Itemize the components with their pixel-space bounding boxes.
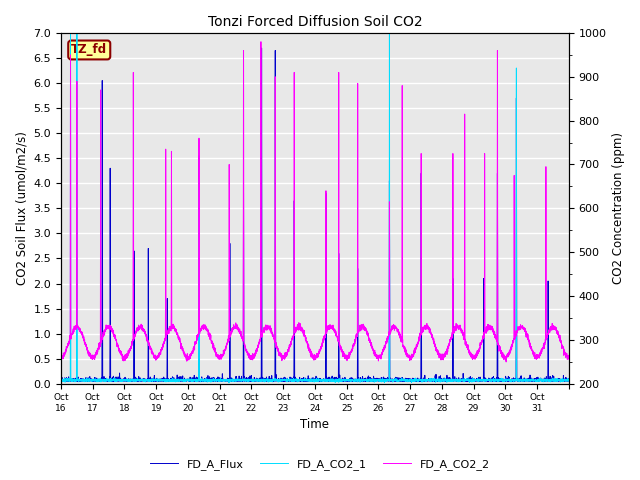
FD_A_CO2_2 — [454, 325, 461, 331]
FD_A_CO2_1 — [454, 379, 462, 384]
FD_A_Flux — [333, 376, 341, 382]
Line: FD_A_CO2_2: FD_A_CO2_2 — [61, 42, 569, 362]
FD_A_CO2_1 — [57, 377, 65, 383]
FD_A_Flux — [479, 376, 486, 382]
FD_A_CO2_2 — [361, 326, 369, 332]
FD_A_CO2_2 — [502, 359, 510, 365]
FD_A_Flux — [377, 378, 385, 384]
FD_A_Flux — [565, 378, 573, 384]
FD_A_CO2_1 — [67, 30, 74, 36]
FD_A_CO2_1 — [361, 377, 369, 383]
FD_A_CO2_2 — [57, 355, 65, 360]
FD_A_Flux — [57, 378, 65, 384]
FD_A_CO2_1 — [479, 378, 486, 384]
FD_A_Flux — [163, 378, 170, 384]
FD_A_CO2_2 — [163, 336, 170, 342]
FD_A_CO2_1 — [333, 377, 341, 383]
Title: Tonzi Forced Diffusion Soil CO2: Tonzi Forced Diffusion Soil CO2 — [207, 15, 422, 29]
Text: TZ_fd: TZ_fd — [71, 44, 108, 57]
Y-axis label: CO2 Soil Flux (umol/m2/s): CO2 Soil Flux (umol/m2/s) — [15, 132, 28, 285]
FD_A_CO2_2 — [479, 336, 486, 342]
FD_A_CO2_1 — [565, 378, 573, 384]
FD_A_CO2_1 — [225, 380, 233, 385]
Line: FD_A_CO2_1: FD_A_CO2_1 — [61, 33, 569, 383]
FD_A_CO2_1 — [163, 378, 170, 384]
FD_A_CO2_2 — [565, 356, 573, 362]
FD_A_Flux — [258, 45, 266, 51]
FD_A_CO2_2 — [492, 334, 500, 339]
FD_A_Flux — [361, 378, 369, 384]
X-axis label: Time: Time — [300, 419, 330, 432]
FD_A_CO2_2 — [257, 39, 265, 45]
FD_A_Flux — [492, 377, 500, 383]
Legend: FD_A_Flux, FD_A_CO2_1, FD_A_CO2_2: FD_A_Flux, FD_A_CO2_1, FD_A_CO2_2 — [145, 455, 495, 474]
FD_A_Flux — [454, 378, 462, 384]
FD_A_CO2_1 — [492, 377, 500, 383]
Line: FD_A_Flux: FD_A_Flux — [61, 48, 569, 381]
FD_A_CO2_2 — [333, 335, 341, 341]
Y-axis label: CO2 Concentration (ppm): CO2 Concentration (ppm) — [612, 132, 625, 284]
